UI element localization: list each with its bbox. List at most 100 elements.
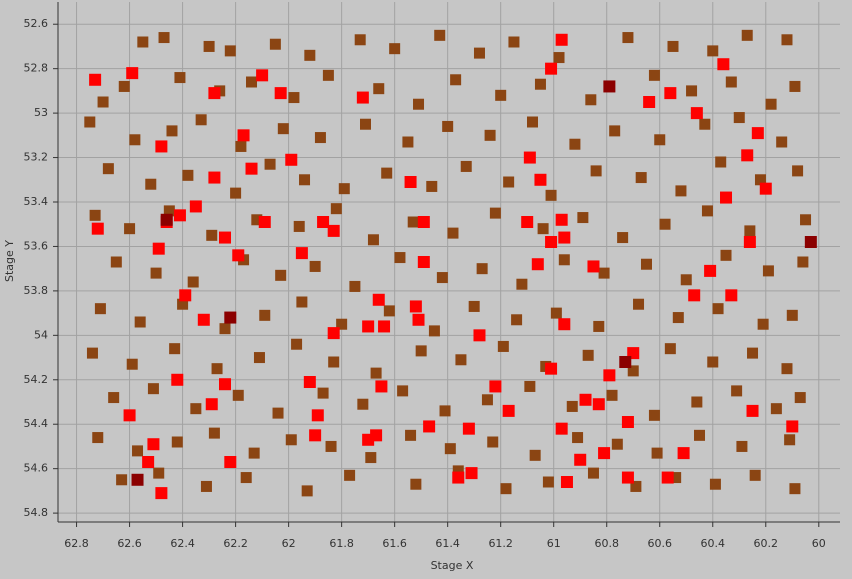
point	[92, 432, 104, 444]
point	[275, 269, 287, 281]
point	[643, 96, 656, 108]
point	[190, 403, 202, 415]
point	[370, 367, 382, 379]
point	[124, 223, 136, 235]
point	[405, 429, 417, 441]
point	[208, 87, 221, 100]
point	[579, 393, 592, 406]
y-axis-label: Stage Y	[3, 240, 16, 282]
point	[173, 209, 186, 222]
point	[619, 356, 632, 368]
point	[415, 345, 427, 357]
x-tick-label: 62.6	[117, 537, 142, 550]
point	[248, 447, 260, 459]
point	[357, 398, 369, 410]
point	[187, 276, 199, 288]
point	[473, 47, 485, 59]
point	[327, 327, 340, 340]
point	[89, 73, 102, 86]
point	[523, 151, 536, 164]
point	[436, 272, 448, 284]
point	[754, 174, 766, 186]
point	[397, 385, 409, 397]
point	[667, 40, 679, 52]
point	[606, 389, 618, 401]
point	[153, 467, 165, 479]
point	[155, 487, 168, 500]
x-tick-label: 62.4	[170, 537, 195, 550]
point	[633, 298, 645, 310]
point	[97, 96, 109, 108]
point	[152, 242, 165, 255]
point	[804, 236, 817, 248]
point	[142, 456, 155, 468]
point	[219, 231, 232, 244]
point	[171, 373, 184, 386]
point	[163, 205, 175, 217]
point	[622, 32, 634, 44]
point	[330, 203, 342, 215]
point	[410, 478, 422, 490]
point	[572, 432, 584, 444]
point	[134, 316, 146, 328]
point	[529, 449, 541, 461]
point	[680, 274, 692, 286]
point	[630, 480, 642, 492]
point	[304, 49, 316, 61]
point	[587, 260, 600, 273]
point	[327, 224, 340, 237]
point	[521, 216, 534, 228]
point	[166, 125, 178, 137]
point	[707, 356, 719, 368]
point	[246, 76, 258, 88]
point	[786, 309, 798, 321]
point	[789, 80, 801, 92]
point	[129, 134, 141, 146]
point	[664, 87, 677, 100]
point	[511, 314, 523, 326]
point	[372, 293, 385, 306]
point	[481, 394, 493, 406]
point	[256, 69, 269, 82]
point	[224, 45, 236, 57]
point	[617, 232, 629, 244]
point	[338, 183, 350, 195]
point	[465, 467, 478, 480]
point	[349, 280, 361, 292]
point	[550, 307, 562, 319]
point	[749, 469, 761, 481]
point	[375, 380, 388, 393]
point	[206, 229, 218, 241]
y-tick-label: 54.6	[24, 462, 49, 475]
point	[160, 213, 173, 226]
point	[765, 98, 777, 110]
point	[688, 289, 701, 302]
point	[598, 447, 611, 460]
point	[560, 476, 573, 488]
point	[303, 376, 316, 388]
x-tick-label: 61.6	[382, 537, 407, 550]
point	[155, 140, 168, 153]
point	[367, 234, 379, 246]
point	[603, 80, 616, 93]
point	[362, 320, 375, 333]
point	[508, 36, 520, 48]
point	[545, 189, 557, 201]
point	[534, 173, 547, 186]
point	[444, 443, 456, 455]
point	[116, 474, 128, 486]
point	[542, 476, 554, 488]
point	[447, 227, 459, 239]
x-tick-label: 61.8	[329, 537, 354, 550]
point	[725, 289, 738, 302]
point	[609, 125, 621, 137]
point	[675, 185, 687, 197]
point	[800, 214, 812, 226]
point	[691, 396, 703, 408]
point	[86, 347, 98, 359]
point	[741, 149, 754, 162]
point	[219, 323, 231, 335]
point	[426, 180, 438, 192]
point	[322, 69, 334, 81]
point	[417, 216, 430, 228]
